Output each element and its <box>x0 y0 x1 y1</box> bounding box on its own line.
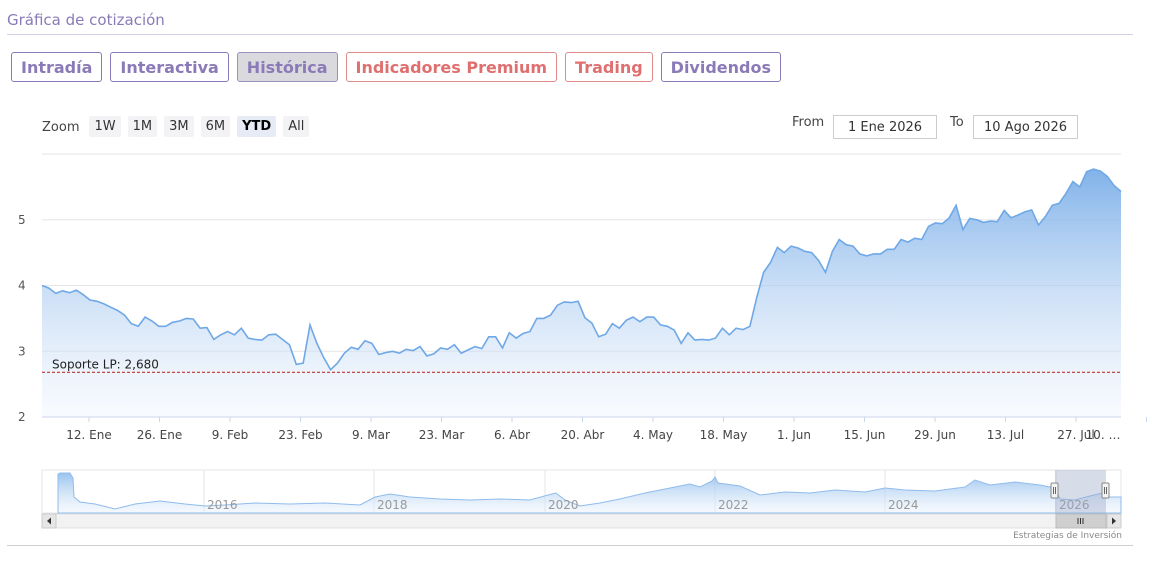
support-label: Soporte LP: 2,680 <box>52 357 159 371</box>
y-tick-label: 5 <box>18 213 26 227</box>
x-tick-label: 9. Mar <box>352 428 390 442</box>
scroll-right-icon <box>1112 517 1116 525</box>
tab-trading[interactable]: Trading <box>565 52 653 82</box>
zoom-selector: Zoom 1W 1M 3M 6M YTD All <box>42 116 310 137</box>
navigator-selection[interactable] <box>1055 470 1106 513</box>
chart-tabs: Intradía Interactiva Histórica Indicador… <box>11 52 781 82</box>
tab-dividendos[interactable]: Dividendos <box>660 52 781 82</box>
scroll-left-icon <box>47 517 51 525</box>
range-from-label: From <box>792 115 825 130</box>
price-line <box>41 168 1122 371</box>
x-tick-label: 6. Abr <box>494 428 530 442</box>
zoom-3m-button[interactable]: 3M <box>164 116 194 137</box>
zoom-all-button[interactable]: All <box>283 116 310 137</box>
navigator-year-label: 2024 <box>888 498 919 512</box>
x-tick-label: 10. … <box>1086 428 1121 442</box>
x-tick-label: 27. Jul <box>1057 428 1094 442</box>
navigator-year-label: 2018 <box>377 498 408 512</box>
price-area <box>42 169 1121 417</box>
x-tick-label: 4. May <box>633 428 673 442</box>
navigator-area <box>57 472 1122 514</box>
range-to-label: To <box>950 115 964 130</box>
zoom-6m-button[interactable]: 6M <box>200 116 231 137</box>
x-tick-label: 23. Mar <box>419 428 465 442</box>
zoom-ytd-button[interactable]: YTD <box>237 116 277 137</box>
x-tick-label: 1. Jun <box>777 428 811 442</box>
page-title: Gráfica de cotización <box>7 11 165 29</box>
navigator-year-label: 2020 <box>548 498 579 512</box>
x-tick-label: 12. Ene <box>66 428 111 442</box>
x-tick-label: 23. Feb <box>278 428 322 442</box>
x-tick-label: 20. Abr <box>561 428 605 442</box>
range-to-input[interactable]: 10 Ago 2026 <box>973 115 1078 139</box>
zoom-1w-button[interactable]: 1W <box>89 116 121 137</box>
scrollbar-track[interactable] <box>41 513 1122 529</box>
tab-indicadores-premium[interactable]: Indicadores Premium <box>345 52 558 82</box>
x-tick-label: 29. Jun <box>914 428 956 442</box>
title-divider <box>7 34 1133 35</box>
navigator-year-label: 2022 <box>718 498 749 512</box>
tab-historica[interactable]: Histórica <box>236 52 338 82</box>
navigator-year-label: 2016 <box>207 498 238 512</box>
range-from-input[interactable]: 1 Ene 2026 <box>833 115 937 139</box>
zoom-1m-button[interactable]: 1M <box>127 116 158 137</box>
y-tick-label: 3 <box>18 344 26 358</box>
x-tick-label: 15. Jun <box>844 428 886 442</box>
navigator-right-handle[interactable] <box>1101 482 1110 499</box>
x-tick-label: 18. May <box>700 428 748 442</box>
navigator-year-label: 2026 <box>1059 498 1090 512</box>
zoom-label: Zoom <box>42 120 80 135</box>
y-tick-label: 4 <box>18 279 26 293</box>
tab-interactiva[interactable]: Interactiva <box>110 52 229 82</box>
bottom-divider <box>7 545 1133 546</box>
y-tick-label: 2 <box>18 410 26 424</box>
x-tick-label: 26. Ene <box>137 428 182 442</box>
tab-intradia[interactable]: Intradía <box>11 52 103 82</box>
navigator-left-handle[interactable] <box>1050 482 1059 499</box>
x-tick-label: 9. Feb <box>212 428 249 442</box>
chart-credit: Estrategias de Inversión <box>1013 531 1122 541</box>
x-tick-label: 13. Jul <box>987 428 1024 442</box>
